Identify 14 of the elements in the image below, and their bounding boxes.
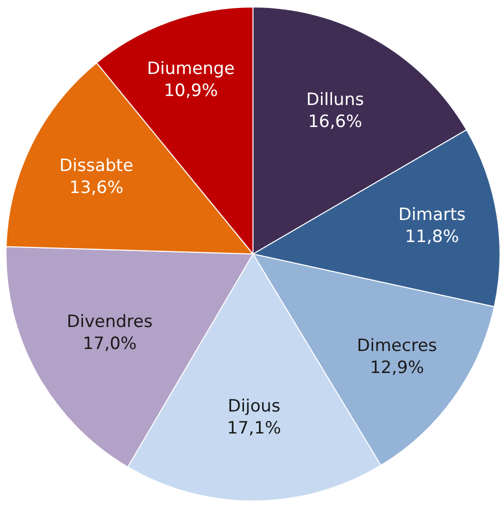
data-label: 16,6% — [308, 112, 362, 132]
data-label: 13,6% — [69, 178, 124, 198]
slice-label: Dijous — [228, 396, 280, 416]
slice-label: Dissabte — [59, 156, 134, 176]
data-label: 11,8% — [405, 226, 460, 247]
slice-label: Diumenge — [147, 58, 235, 79]
slice-label: Dimecres — [356, 336, 438, 356]
slice-label: Dimarts — [398, 204, 466, 225]
data-label: 17,0% — [82, 334, 137, 354]
slice-label: Divendres — [66, 312, 153, 332]
data-label: 17,1% — [227, 418, 282, 438]
data-label: 10,9% — [164, 80, 218, 101]
slice-label: Dilluns — [306, 90, 364, 110]
data-label: 12,9% — [370, 358, 424, 378]
